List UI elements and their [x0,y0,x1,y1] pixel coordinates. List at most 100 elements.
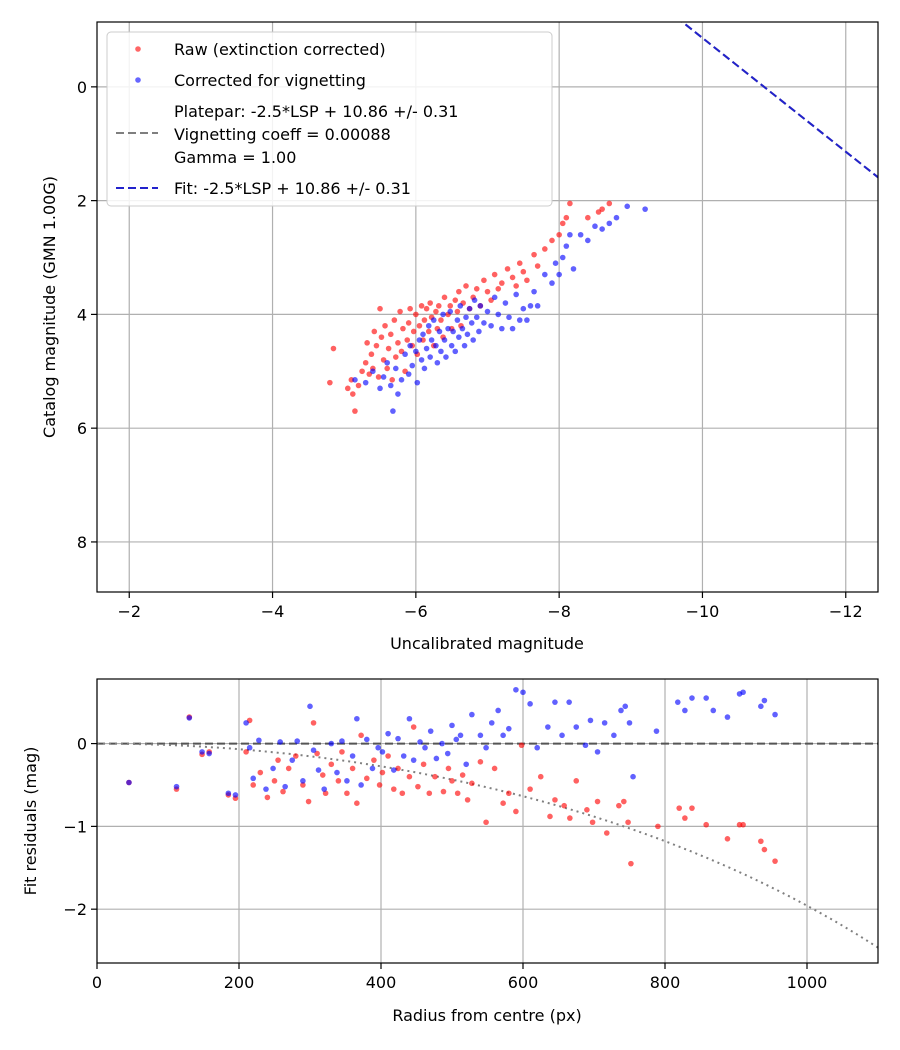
top-raw-point [556,231,562,238]
bottom-corrected-point [594,749,601,755]
bottom-corrected-point [282,783,288,790]
top-corrected-point [491,294,498,301]
bottom-corrected-point [520,689,526,696]
top-corrected-point [559,254,566,261]
top-raw-point [344,385,351,392]
bottom-corrected-point [534,744,540,751]
top-raw-point [407,305,413,312]
bottom-y-ticks: 0 −1 −2 [63,735,97,919]
bottom-corrected-point [573,724,580,730]
bottom-raw-point [395,765,401,772]
top-raw-point [355,382,362,389]
bottom-corrected-point [315,767,322,773]
top-corrected-point [599,226,605,232]
x-tick-label: 1000 [787,973,828,992]
top-corrected-point [452,348,459,355]
top-corrected-point [476,328,482,335]
top-corrected-point [495,311,502,318]
top-raw-point [606,200,613,207]
top-corrected-point [441,337,448,343]
bottom-corrected-point [256,737,262,744]
top-corrected-point [428,337,435,343]
top-raw-point [454,308,461,315]
top-corrected-point [438,348,444,355]
bottom-corrected-point [364,736,370,743]
top-corrected-point [433,342,439,349]
top-raw-point [531,251,537,258]
top-raw-point [349,391,356,397]
x-tick-label: 800 [650,973,681,992]
y-tick-label: −1 [63,817,87,836]
top-corrected-point [499,325,505,332]
top-raw-point [520,268,527,275]
bottom-raw-point [573,778,580,784]
top-corrected-point [473,314,480,321]
bottom-corrected-point [369,765,376,772]
bottom-raw-point [621,798,627,805]
top-corrected-point [506,314,512,321]
bottom-raw-point [264,794,271,801]
bottom-corrected-point [289,757,296,763]
bottom-corrected-point [232,792,239,798]
bottom-raw-point [243,749,249,755]
bottom-raw-point [655,823,661,830]
bottom-corrected-point [527,701,533,707]
bottom-corrected-point [559,732,565,739]
top-corrected-point [463,314,469,321]
top-corrected-point [398,377,405,383]
top-corrected-point [436,328,443,335]
bottom-raw-point [676,805,682,811]
bottom-corrected-point [250,775,256,782]
top-corrected-point [531,288,537,295]
top-corrected-point [556,271,562,278]
bottom-corrected-point [682,707,688,714]
y-tick-label: 8 [77,533,87,552]
bottom-corrected-point [772,711,778,718]
bottom-corrected-point [395,735,401,742]
top-raw-point [567,200,573,207]
top-corrected-point [392,365,399,372]
bottom-corrected-point [622,703,629,710]
top-corrected-point [468,320,475,326]
top-raw-point [491,271,498,278]
bottom-corrected-point [422,744,428,751]
x-tick-label: 0 [92,973,102,992]
bottom-corrected-point [417,739,423,745]
bottom-corrected-point [483,744,489,751]
x-tick-label: 600 [508,973,539,992]
top-raw-point [371,328,378,335]
top-corrected-point [534,303,541,309]
top-raw-point [418,303,425,309]
top-corrected-point [552,260,559,266]
top-raw-point [441,294,448,301]
x-tick-label: −8 [547,602,571,621]
y-tick-label: 4 [77,305,87,324]
bottom-raw-point [772,858,778,864]
bottom-corrected-point [307,703,313,710]
bottom-raw-point [616,802,622,809]
top-corrected-point [567,231,573,238]
bottom-raw-point [518,742,525,749]
top-corrected-point [420,331,426,338]
top-scatter-panel: −2 −4 −6 −8 −10 −12 0 2 4 6 8 Uncalibrated magnit… [40,21,879,653]
bottom-corrected-point [173,783,180,790]
legend-corrected-label: Corrected for vignetting [174,71,366,90]
top-raw-point [364,340,370,346]
bottom-raw-point [464,797,471,803]
bottom-corrected-point [611,732,617,739]
bottom-corrected-point [463,761,470,768]
top-corrected-point [423,345,430,352]
bottom-raw-point [724,836,731,842]
top-raw-point [327,379,333,386]
top-corrected-point [461,342,468,349]
top-raw-point [504,266,511,272]
y-tick-label: 6 [77,419,87,438]
y-tick-label: 2 [77,192,87,211]
x-tick-label: −2 [117,602,141,621]
bottom-raw-point [491,765,498,772]
top-raw-point [452,297,459,303]
bottom-raw-point [390,786,397,792]
bottom-raw-point [477,758,484,765]
top-corrected-point [464,331,471,338]
top-plot-area [327,22,878,414]
